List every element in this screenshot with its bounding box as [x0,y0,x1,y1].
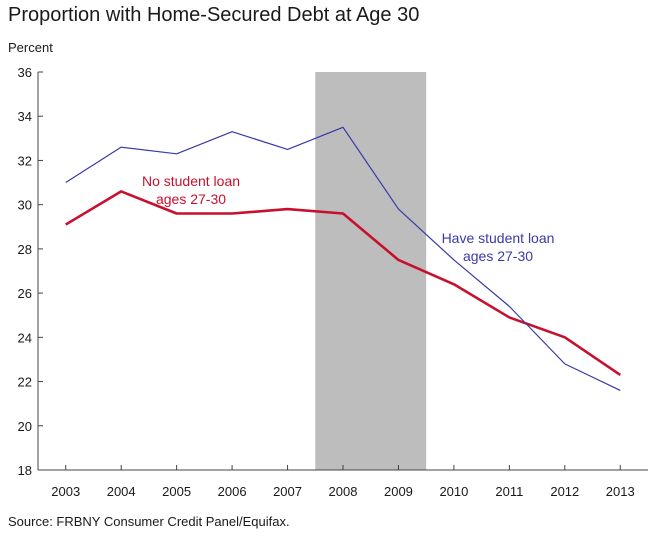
annotations-layer: No student loan ages 27-30 Have student lo… [142,173,554,264]
x-tick-label: 2009 [384,484,413,499]
y-tick-label: 18 [18,463,32,478]
y-tick-label: 34 [18,109,32,124]
x-tick-label: 2004 [107,484,136,499]
x-tick-label: 2008 [329,484,358,499]
y-tick-label: 20 [18,419,32,434]
series-1-label-line: ages 27-30 [463,248,533,264]
x-tick-label: 2005 [162,484,191,499]
recession-shading-layer [315,72,427,470]
series-1-label-line: Have student loan [442,230,555,246]
series-0-label-line: No student loan [142,173,240,189]
x-tick-label: 2006 [218,484,247,499]
y-tick-label: 22 [18,375,32,390]
series-0-label-line: ages 27-30 [156,191,226,207]
x-tick-label: 2011 [495,484,523,499]
y-tick-label: 36 [18,65,32,80]
x-tick-label: 2003 [51,484,80,499]
y-tick-label: 24 [18,330,32,345]
y-axis-label: Percent [8,40,53,55]
y-tick-label: 26 [18,286,32,301]
x-tick-label: 2013 [606,484,635,499]
x-tick-label: 2007 [273,484,302,499]
axes-layer: 18 20 22 24 26 28 30 32 34 36 2003 2004 2005 2006 2007… [18,65,648,499]
y-tick-label: 30 [18,198,32,213]
chart-title: Proportion with Home-Secured Debt at Age… [8,4,420,26]
series-layer [65,126,622,391]
x-tick-label: 2010 [439,484,468,499]
recession-shading [315,72,427,470]
source-note: Source: FRBNY Consumer Credit Panel/Equi… [8,514,290,529]
y-tick-label: 32 [18,153,32,168]
x-tick-label: 2012 [550,484,579,499]
y-tick-label: 28 [18,242,32,257]
